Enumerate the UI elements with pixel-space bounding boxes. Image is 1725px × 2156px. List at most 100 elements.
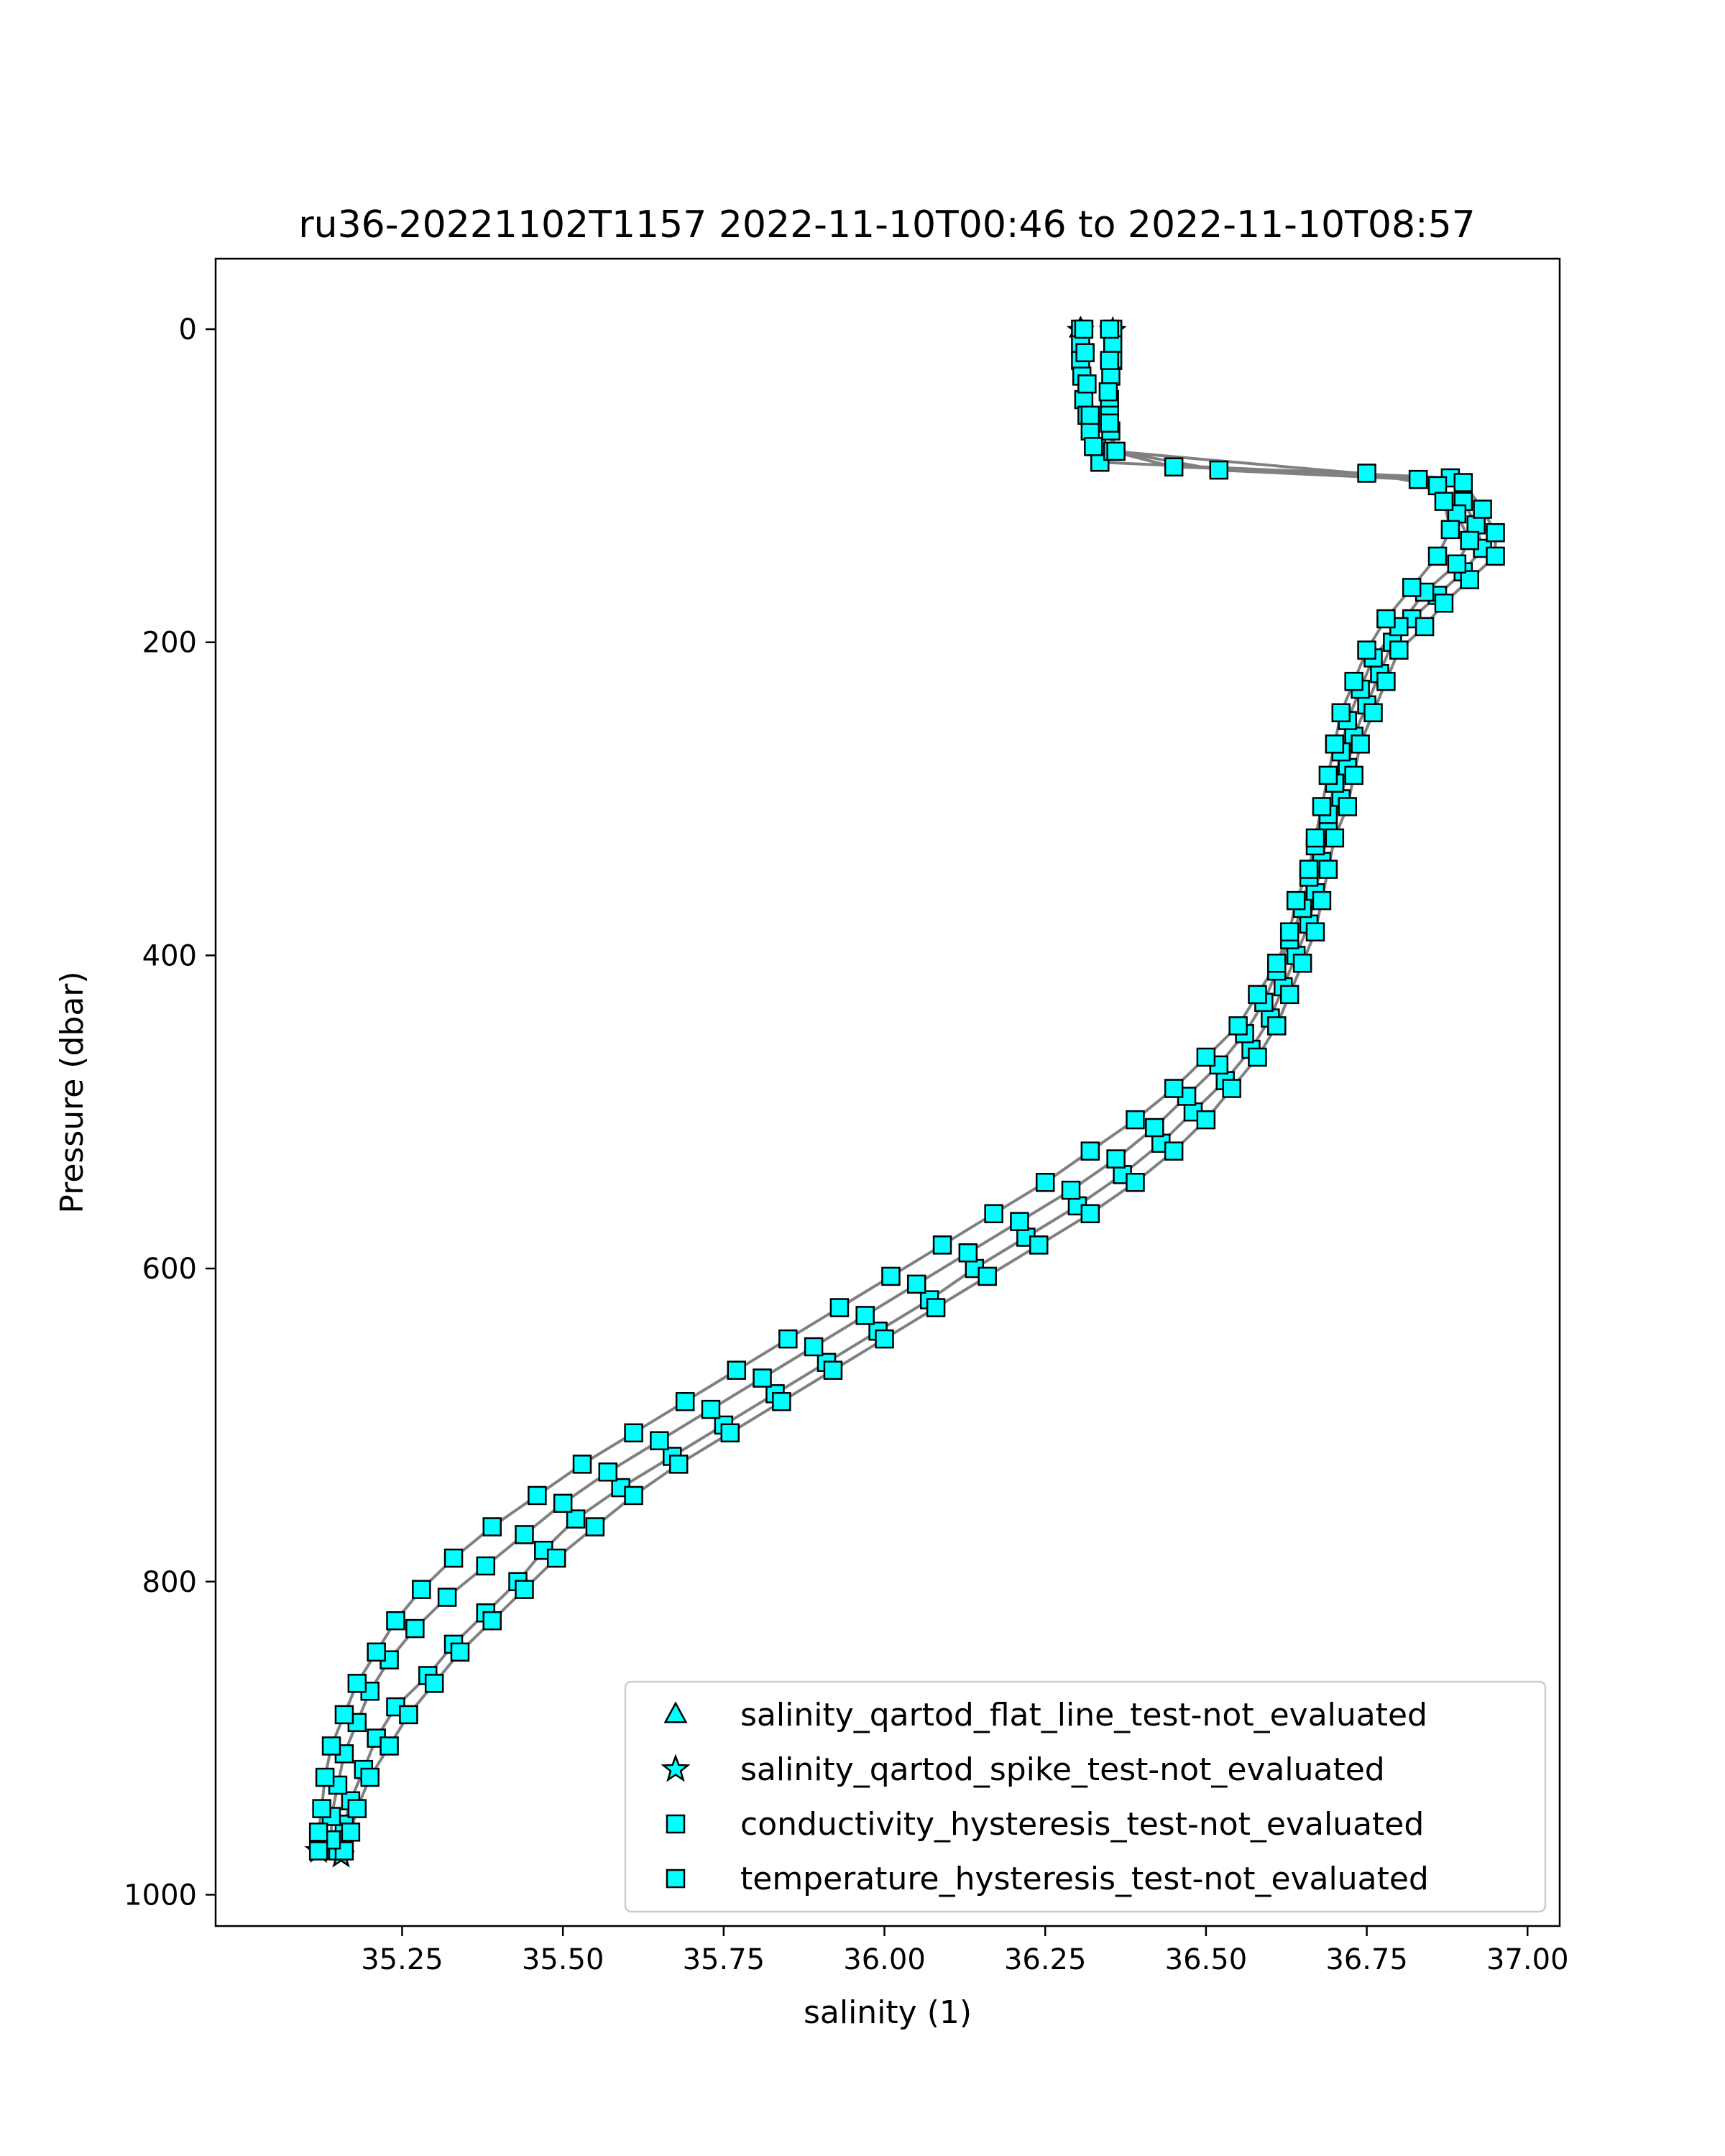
hysteresis-marker bbox=[1248, 1047, 1267, 1067]
hysteresis-marker bbox=[1126, 1110, 1145, 1130]
hysteresis-marker bbox=[1318, 860, 1338, 879]
hysteresis-marker bbox=[347, 1674, 367, 1693]
hysteresis-marker bbox=[1305, 922, 1325, 941]
y-tick-label: 200 bbox=[142, 627, 197, 660]
hysteresis-marker bbox=[907, 1274, 926, 1294]
hysteresis-marker bbox=[1106, 1149, 1126, 1169]
hysteresis-marker bbox=[1029, 1235, 1049, 1255]
x-tick-label: 36.00 bbox=[843, 1943, 926, 1976]
y-tick-label: 1000 bbox=[124, 1879, 197, 1912]
hysteresis-marker bbox=[804, 1337, 824, 1357]
hysteresis-marker bbox=[515, 1580, 534, 1599]
hysteresis-marker bbox=[1286, 890, 1306, 911]
legend-label: temperature_hysteresis_test-not_evaluate… bbox=[740, 1861, 1429, 1897]
hysteresis-marker bbox=[1312, 797, 1332, 816]
hysteresis-marker bbox=[624, 1423, 643, 1443]
hysteresis-marker bbox=[1164, 1079, 1184, 1098]
hysteresis-marker bbox=[1196, 1047, 1216, 1067]
hysteresis-marker bbox=[1164, 457, 1184, 476]
hysteresis-marker bbox=[823, 1360, 843, 1380]
hysteresis-marker bbox=[932, 1235, 952, 1255]
hysteresis-marker bbox=[443, 1548, 464, 1568]
hysteresis-marker bbox=[778, 1329, 798, 1349]
hysteresis-marker bbox=[405, 1618, 425, 1639]
hysteresis-marker bbox=[1460, 570, 1479, 589]
hysteresis-marker bbox=[1100, 413, 1119, 433]
hysteresis-marker bbox=[1389, 640, 1409, 660]
hysteresis-marker bbox=[360, 1767, 380, 1787]
hysteresis-marker bbox=[1098, 382, 1118, 402]
hysteresis-marker bbox=[829, 1298, 850, 1317]
hysteresis-marker bbox=[1100, 319, 1119, 339]
hysteresis-marker bbox=[437, 1588, 457, 1607]
hysteresis-marker bbox=[1222, 1079, 1241, 1098]
hysteresis-marker bbox=[1440, 520, 1460, 540]
hysteresis-marker bbox=[1061, 1180, 1081, 1200]
legend-square-marker bbox=[666, 1814, 686, 1834]
hysteresis-marker bbox=[1106, 441, 1126, 461]
x-tick-label: 35.25 bbox=[361, 1943, 443, 1976]
hysteresis-marker bbox=[308, 1841, 328, 1861]
hysteresis-marker bbox=[881, 1266, 901, 1286]
hysteresis-marker bbox=[528, 1485, 547, 1506]
hysteresis-marker bbox=[312, 1799, 331, 1818]
y-tick-label: 800 bbox=[142, 1566, 197, 1599]
hysteresis-marker bbox=[1427, 476, 1448, 496]
legend-box bbox=[624, 1680, 1547, 1913]
hysteresis-marker bbox=[1145, 1118, 1164, 1138]
profile-line bbox=[317, 329, 1453, 1851]
legend-star-marker bbox=[661, 1754, 691, 1782]
plot-frame bbox=[214, 257, 1561, 1927]
hysteresis-marker bbox=[1453, 473, 1473, 492]
hysteresis-marker bbox=[482, 1517, 502, 1537]
hysteresis-marker bbox=[1279, 985, 1300, 1005]
hysteresis-marker bbox=[675, 1391, 695, 1411]
hysteresis-marker bbox=[1075, 343, 1095, 362]
hysteresis-markers-2 bbox=[334, 319, 1505, 1861]
legend-label: salinity_qartod_spike_test-not_evaluated bbox=[740, 1751, 1385, 1788]
legend-item: temperature_hysteresis_test-not_evaluate… bbox=[666, 1861, 1429, 1897]
hysteresis-marker bbox=[1331, 703, 1351, 722]
y-tick-label: 400 bbox=[142, 939, 197, 972]
hysteresis-marker bbox=[701, 1399, 721, 1419]
hysteresis-marker bbox=[1344, 765, 1363, 786]
hysteresis-marker bbox=[476, 1556, 496, 1576]
hysteresis-marker bbox=[412, 1580, 431, 1599]
hysteresis-marker bbox=[1010, 1212, 1029, 1231]
hysteresis-marker bbox=[1325, 734, 1345, 754]
hysteresis-marker bbox=[1486, 522, 1505, 543]
hysteresis-marker bbox=[624, 1485, 643, 1506]
hysteresis-marker bbox=[753, 1368, 772, 1388]
hysteresis-marker bbox=[875, 1329, 894, 1349]
legend-item: salinity_qartod_flat_line_test-not_evalu… bbox=[663, 1697, 1427, 1733]
legend-label: conductivity_hysteresis_test-not_evaluat… bbox=[740, 1806, 1424, 1843]
hysteresis-marker bbox=[1209, 460, 1229, 480]
hysteresis-marker bbox=[321, 1736, 341, 1756]
x-tick-label: 36.75 bbox=[1325, 1943, 1408, 1976]
hysteresis-marker bbox=[566, 1509, 586, 1529]
hysteresis-marker bbox=[1080, 1204, 1100, 1224]
hysteresis-marker bbox=[984, 1204, 1003, 1224]
hysteresis-marker bbox=[1077, 374, 1097, 394]
hysteresis-marker bbox=[1460, 530, 1479, 550]
hysteresis-marker bbox=[926, 1298, 946, 1317]
hysteresis-marker bbox=[380, 1736, 399, 1756]
x-tick-label: 37.00 bbox=[1486, 1943, 1569, 1976]
hysteresis-marker bbox=[1473, 499, 1492, 519]
chart-title: ru36-20221102T1157 2022-11-10T00:46 to 2… bbox=[298, 203, 1475, 247]
hysteresis-marker bbox=[572, 1455, 592, 1474]
legend: salinity_qartod_flat_line_test-not_evalu… bbox=[624, 1680, 1547, 1913]
legend-square-marker bbox=[666, 1869, 686, 1889]
x-tick-label: 35.75 bbox=[683, 1943, 765, 1976]
legend-label: salinity_qartod_flat_line_test-not_evalu… bbox=[740, 1697, 1427, 1733]
hysteresis-marker bbox=[1427, 546, 1448, 566]
hysteresis-marker bbox=[1344, 671, 1363, 691]
hysteresis-marker bbox=[1074, 319, 1094, 339]
hysteresis-marker bbox=[1299, 860, 1319, 879]
hysteresis-marker bbox=[386, 1697, 405, 1717]
hysteresis-marker bbox=[1305, 828, 1325, 848]
hysteresis-marker bbox=[1414, 617, 1435, 637]
x-tick-label: 36.50 bbox=[1165, 1943, 1248, 1976]
hysteresis-marker bbox=[1363, 703, 1383, 722]
